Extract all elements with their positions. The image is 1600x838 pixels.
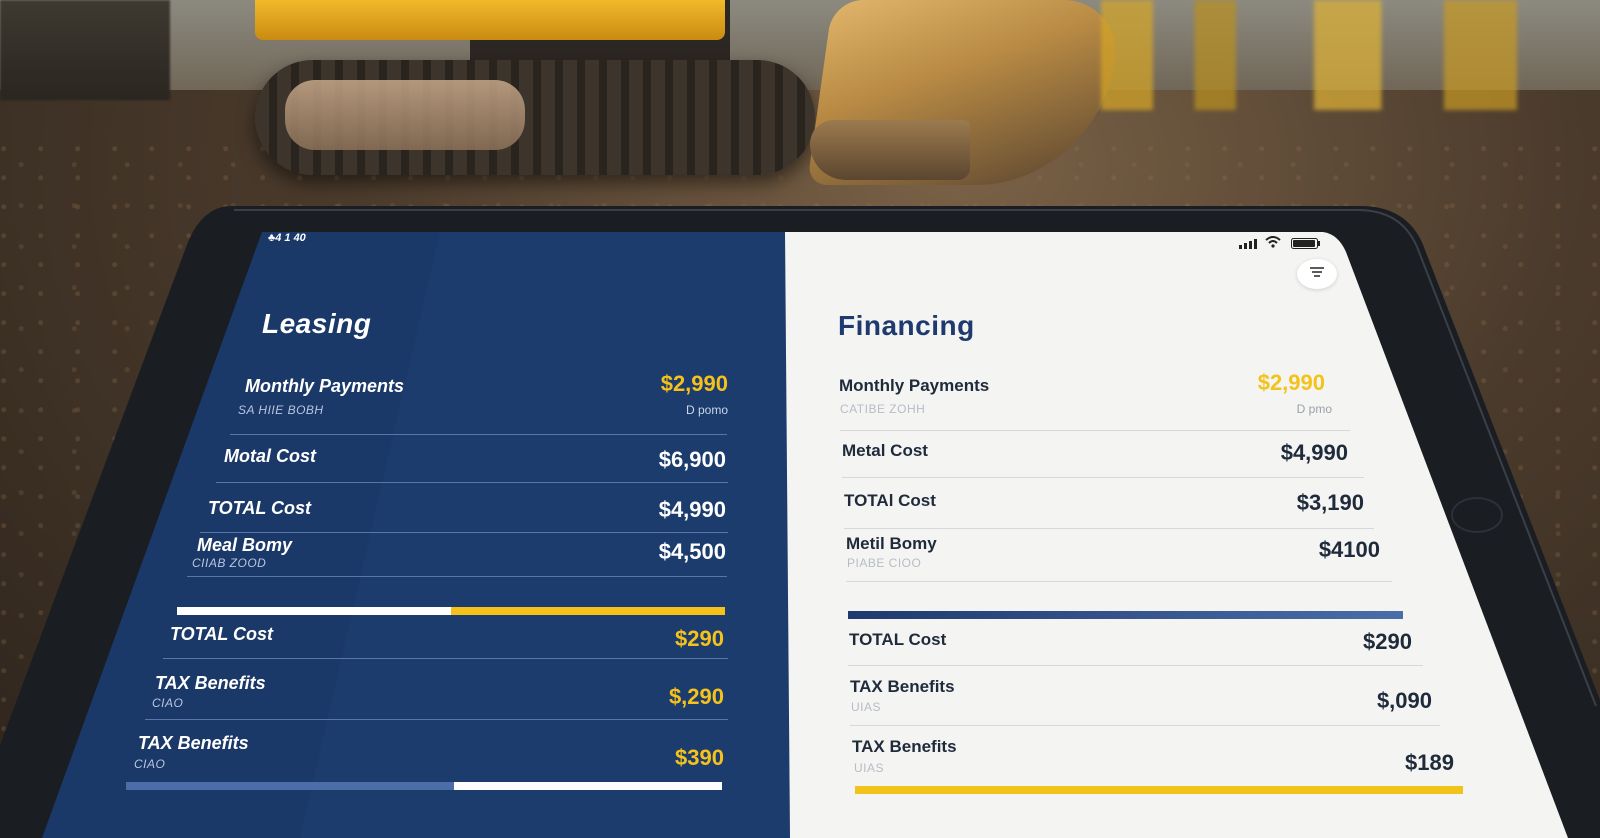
leasing-row-sub: CIIAB ZOOD: [192, 556, 267, 570]
financing-row-value: $4100: [1318, 537, 1380, 562]
leasing-row-sub: SA HIIE BOBH: [238, 403, 324, 417]
divider: [145, 719, 728, 720]
financing-progress-bar: [848, 611, 1403, 619]
divider: [230, 434, 727, 435]
financing-row-label: Metal Cost: [842, 441, 928, 460]
financing-summary-value: $,090: [1376, 688, 1432, 713]
financing-screen: [785, 232, 1568, 838]
leasing-summary-label: TOTAL Cost: [170, 624, 273, 644]
divider: [187, 576, 727, 577]
financing-accent-bar: [855, 786, 1463, 794]
leasing-row-label: TOTAL Cost: [208, 498, 311, 518]
divider: [844, 528, 1374, 529]
leasing-summary-label: TAX Benefits: [155, 673, 266, 693]
divider: [163, 658, 728, 659]
leasing-row-label: Motal Cost: [224, 446, 316, 466]
financing-summary-value: $290: [1363, 629, 1412, 654]
leasing-progress-bar: [126, 782, 722, 790]
filter-icon: [1309, 265, 1325, 283]
leasing-summary-sub: CIAO: [152, 696, 184, 710]
divider: [842, 477, 1364, 478]
distant-machines: [1080, 0, 1600, 110]
financing-row-label: TOTAl Cost: [844, 491, 936, 510]
financing-row-label: Metil Bomy: [846, 534, 937, 553]
divider: [850, 725, 1440, 726]
financing-row-note: D pmo: [1296, 402, 1332, 416]
divider: [200, 532, 728, 533]
leasing-summary-label: TAX Benefits: [138, 733, 249, 753]
home-button[interactable]: [1451, 497, 1503, 533]
signal-icon: [1239, 236, 1257, 254]
leasing-summary-value: $290: [675, 626, 724, 651]
leasing-title: Leasing: [262, 308, 372, 339]
financing-row-value: $3,190: [1296, 490, 1364, 515]
financing-row-label: Monthly Payments: [839, 376, 990, 395]
wifi-icon: [1265, 235, 1281, 253]
divider: [848, 665, 1423, 666]
distant-machine: [0, 0, 170, 100]
leasing-row-label: Meal Bomy: [197, 535, 293, 555]
financing-row-sub: PIABE CIOO: [847, 556, 922, 570]
financing-summary-sub: UIAS: [851, 700, 882, 714]
financing-title: Financing: [838, 310, 975, 341]
filter-button[interactable]: [1297, 259, 1337, 289]
leasing-summary-value: $,290: [668, 684, 724, 709]
leasing-row-value: $4,990: [658, 497, 726, 522]
financing-summary-label: TOTAL Cost: [849, 630, 947, 649]
leasing-progress-bar: [177, 607, 725, 615]
leasing-screen: [42, 232, 790, 838]
leasing-row-value: $2,990: [660, 371, 728, 396]
leasing-summary-sub: CIAO: [134, 757, 166, 771]
divider: [846, 581, 1392, 582]
leasing-progress-fill: [126, 782, 454, 790]
financing-row-sub: CATIBE ZOHH: [840, 402, 926, 416]
divider: [840, 430, 1350, 431]
financing-row-value: $4,990: [1280, 440, 1348, 465]
battery-icon: [1291, 236, 1321, 254]
leasing-progress-fill: [177, 607, 451, 615]
status-time: ♣4 1 40: [268, 232, 306, 244]
leasing-row-note: D pomo: [685, 403, 728, 417]
leasing-summary-value: $390: [675, 745, 724, 770]
leasing-row-label: Monthly Payments: [245, 376, 405, 396]
financing-summary-label: TAX Benefits: [850, 677, 955, 696]
leasing-row-value: $4,500: [658, 539, 726, 564]
financing-summary-label: TAX Benefits: [852, 737, 957, 756]
divider: [216, 482, 728, 483]
financing-row-value: $2,990: [1257, 370, 1325, 395]
financing-summary-sub: UIAS: [854, 761, 885, 775]
financing-summary-value: $189: [1405, 750, 1454, 775]
leasing-row-value: $6,900: [658, 447, 726, 472]
excavator-body: [255, 0, 725, 40]
